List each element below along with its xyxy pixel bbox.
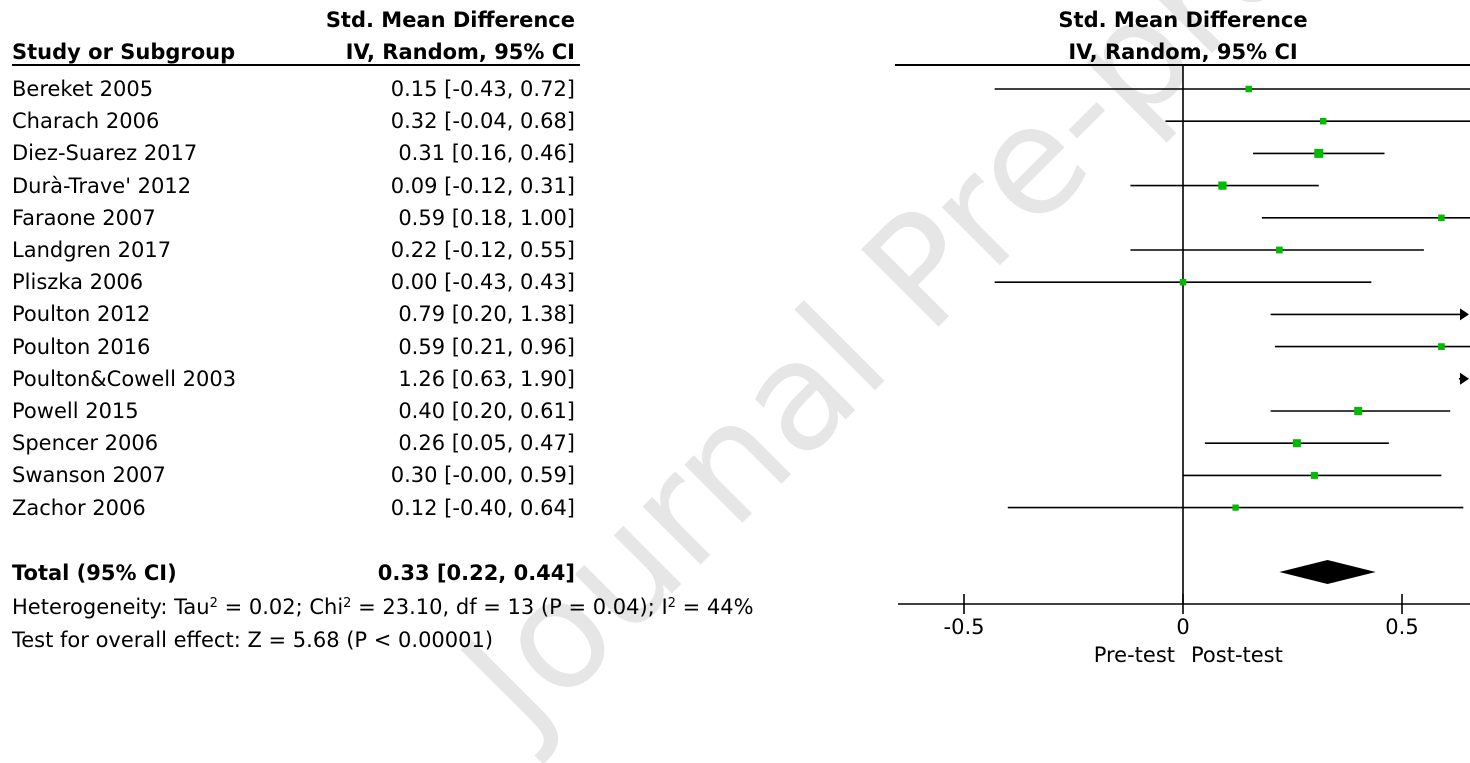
study-name: Durà-Trave' 2012 <box>12 174 192 198</box>
study-ci-text: 0.59 [0.18, 1.00] <box>398 206 575 230</box>
study-ci-text: 0.09 [-0.12, 0.31] <box>390 174 575 198</box>
study-name: Spencer 2006 <box>12 431 159 455</box>
study-ci-text: 0.22 [-0.12, 0.55] <box>390 238 575 262</box>
study-name: Powell 2015 <box>12 399 139 423</box>
point-estimate <box>1438 343 1445 350</box>
point-estimate <box>1354 407 1363 415</box>
x-tick-label: 0.5 <box>1385 615 1418 639</box>
point-estimate <box>1275 246 1283 254</box>
point-estimate <box>1218 181 1227 190</box>
tau-superscript: 2 <box>209 596 218 611</box>
axis-label-left: Pre-test <box>1094 643 1175 664</box>
total-ci: 0.33 [0.22, 0.44] <box>377 561 575 585</box>
heterogeneity-mid1: = 0.02; Chi <box>217 595 344 619</box>
study-name: Poulton&Cowell 2003 <box>12 367 237 391</box>
study-name: Zachor 2006 <box>12 496 146 520</box>
heterogeneity-prefix: Heterogeneity: Tau <box>12 595 210 619</box>
study-name: Faraone 2007 <box>12 206 156 230</box>
study-ci-text: 0.40 [0.20, 0.61] <box>398 399 575 423</box>
study-ci-text: 0.32 [-0.04, 0.68] <box>390 109 575 133</box>
study-name: Diez-Suarez 2017 <box>12 141 198 165</box>
study-ci-text: 1.26 [0.63, 1.90] <box>398 367 575 391</box>
study-ci-text: 0.00 [-0.43, 0.43] <box>390 270 575 294</box>
study-name: Bereket 2005 <box>12 77 154 101</box>
study-ci-text: 0.79 [0.20, 1.38] <box>398 302 575 326</box>
ci-arrow <box>1460 372 1469 385</box>
x-tick-label: 0 <box>1176 615 1189 639</box>
study-name: Poulton 2016 <box>12 335 151 359</box>
i-superscript: 2 <box>667 596 676 611</box>
overall-effect-text: Test for overall effect: Z = 5.68 (P < 0… <box>12 628 494 652</box>
point-estimate <box>1232 504 1239 511</box>
study-ci-text: 0.31 [0.16, 0.46] <box>398 141 575 165</box>
heterogeneity-text: Heterogeneity: Tau2 = 0.02; Chi2 = 23.10… <box>12 597 754 618</box>
point-estimate <box>1292 439 1301 448</box>
study-ci-text: 0.59 [0.21, 0.96] <box>398 335 575 359</box>
study-ci-text: 0.15 [-0.43, 0.72] <box>390 77 575 101</box>
chi-superscript: 2 <box>343 596 352 611</box>
header-study: Study or Subgroup <box>12 40 236 64</box>
study-name: Poulton 2012 <box>12 302 151 326</box>
study-name: Swanson 2007 <box>12 463 166 487</box>
point-estimate <box>1179 278 1187 286</box>
point-estimate <box>1310 471 1318 479</box>
pooled-diamond <box>1279 560 1376 584</box>
heterogeneity-suffix: = 44% <box>675 595 754 619</box>
header-effect-line1: Std. Mean Difference <box>325 8 575 32</box>
header-plot-line2: IV, Random, 95% CI <box>1068 40 1298 64</box>
ci-arrow <box>1460 308 1469 321</box>
heterogeneity-mid2: = 23.10, df = 13 (P = 0.04); I <box>351 595 668 619</box>
header-rule-left <box>12 64 580 66</box>
study-ci-text: 0.26 [0.05, 0.47] <box>398 431 575 455</box>
header-plot-line1: Std. Mean Difference <box>1058 8 1308 32</box>
study-ci-text: 0.12 [-0.40, 0.64] <box>390 496 575 520</box>
study-name: Charach 2006 <box>12 109 160 133</box>
header-effect-line2: IV, Random, 95% CI <box>345 40 575 64</box>
point-estimate <box>1314 148 1324 158</box>
study-name: Pliszka 2006 <box>12 270 144 294</box>
point-estimate <box>1319 117 1327 125</box>
axis-label-right: Post-test <box>1191 643 1283 664</box>
x-tick-label: -0.5 <box>944 615 985 639</box>
total-label: Total (95% CI) <box>12 561 177 585</box>
point-estimate <box>1245 85 1252 93</box>
point-estimate <box>1438 214 1445 222</box>
study-name: Landgren 2017 <box>12 238 172 262</box>
forest-plot-figure: Journal Pre-proof Study or Subgroup Std.… <box>12 0 1470 763</box>
study-ci-text: 0.30 [-0.00, 0.59] <box>390 463 575 487</box>
